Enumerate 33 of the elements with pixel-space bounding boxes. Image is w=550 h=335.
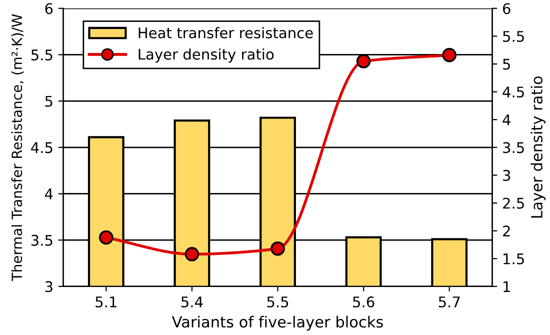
x-tick-label: 5.5 (267, 296, 288, 308)
y2-axis-title: Layer density ratio (530, 76, 546, 218)
y-tick-label: 5.5 (31, 50, 52, 60)
point (270, 241, 285, 256)
y2-tick-label: 1.5 (504, 254, 524, 264)
y2-tick-label: 3 (503, 170, 510, 181)
y2-tick-label: 5 (503, 58, 510, 70)
y2-tick-label: 1 (504, 281, 510, 292)
legend-label: Layer density ratio (138, 48, 274, 63)
y2-tick-label: 5.5 (503, 31, 524, 42)
point (442, 48, 457, 62)
y-tick-label: 3 (45, 281, 52, 292)
x-tick-label: 5.4 (181, 296, 203, 308)
x-tick-label: 5.6 (353, 296, 374, 308)
x-tick-label: 5.7 (438, 296, 460, 308)
y-tick-label: 3.5 (31, 234, 52, 246)
x-axis-title: Variants of five-layer blocks (172, 316, 383, 331)
y-tick-label: 6 (45, 3, 53, 14)
y2-tick-label: 6 (502, 3, 510, 14)
point (98, 230, 114, 245)
y2-tick-label: 2.5 (503, 198, 524, 209)
y2-tick-label: 3.5 (503, 142, 524, 154)
y2-tick-label: 2 (503, 226, 510, 236)
y2-tick-label: 4.5 (502, 86, 524, 98)
y-axis-title: Thermal Transfer Resistance, (m²·K)/W (11, 14, 24, 282)
x-tick-label: 5.1 (96, 296, 116, 308)
y-tick-label: 4.5 (31, 142, 52, 154)
y-tick-label: 4 (44, 188, 53, 200)
point (184, 247, 200, 262)
legend-label: Heat transfer resistance (138, 27, 313, 38)
y2-tick-label: 4 (502, 114, 510, 126)
point (356, 54, 371, 68)
y-tick-label: 5 (45, 96, 52, 107)
